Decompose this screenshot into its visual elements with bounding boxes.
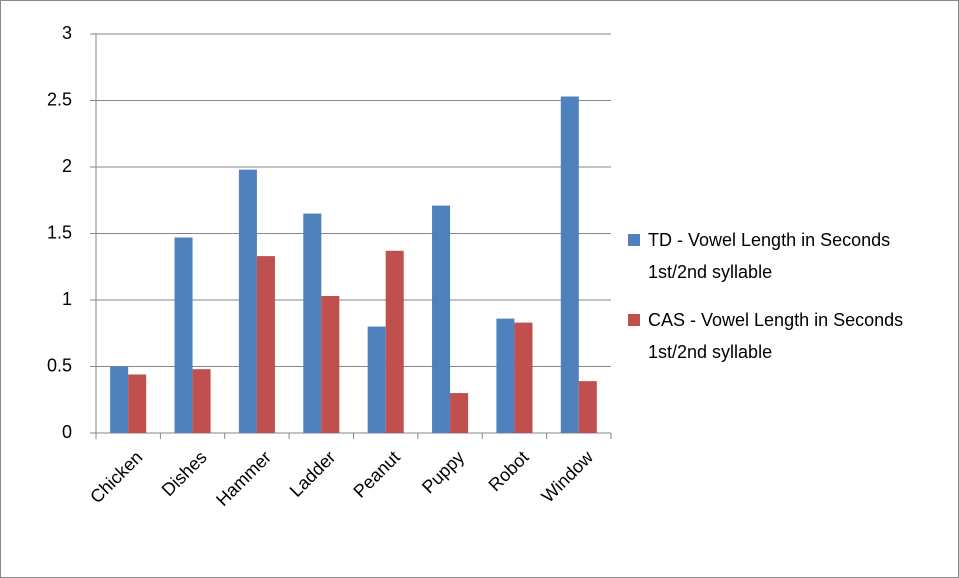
bar [110, 366, 129, 433]
bar [450, 393, 469, 433]
bar [385, 250, 404, 433]
bar [128, 374, 147, 433]
y-tick-label: 1 [62, 289, 72, 309]
legend-item: CAS - Vowel Length in Seconds 1st/2nd sy… [628, 304, 948, 368]
bar [238, 169, 257, 433]
bar [174, 237, 193, 433]
bar [303, 213, 322, 433]
bar [367, 326, 386, 433]
y-tick-label: 3 [62, 23, 72, 43]
bar [432, 205, 451, 433]
y-tick-label: 0 [62, 422, 72, 442]
legend-swatch [628, 314, 640, 326]
y-tick-label: 2 [62, 156, 72, 176]
legend-swatch [628, 234, 640, 246]
y-tick-label: 0.5 [47, 355, 72, 375]
legend-label: CAS - Vowel Length in Seconds 1st/2nd sy… [648, 310, 904, 362]
y-tick-label: 2.5 [47, 89, 72, 109]
legend-label: TD - Vowel Length in Seconds 1st/2nd syl… [648, 230, 891, 282]
legend-item: TD - Vowel Length in Seconds 1st/2nd syl… [628, 224, 948, 288]
bar [321, 296, 340, 433]
bar [514, 322, 533, 433]
bar [496, 318, 515, 433]
bar [578, 381, 597, 433]
bar [256, 256, 275, 433]
y-tick-label: 1.5 [47, 222, 72, 242]
bar [192, 369, 211, 433]
bar [560, 96, 579, 433]
